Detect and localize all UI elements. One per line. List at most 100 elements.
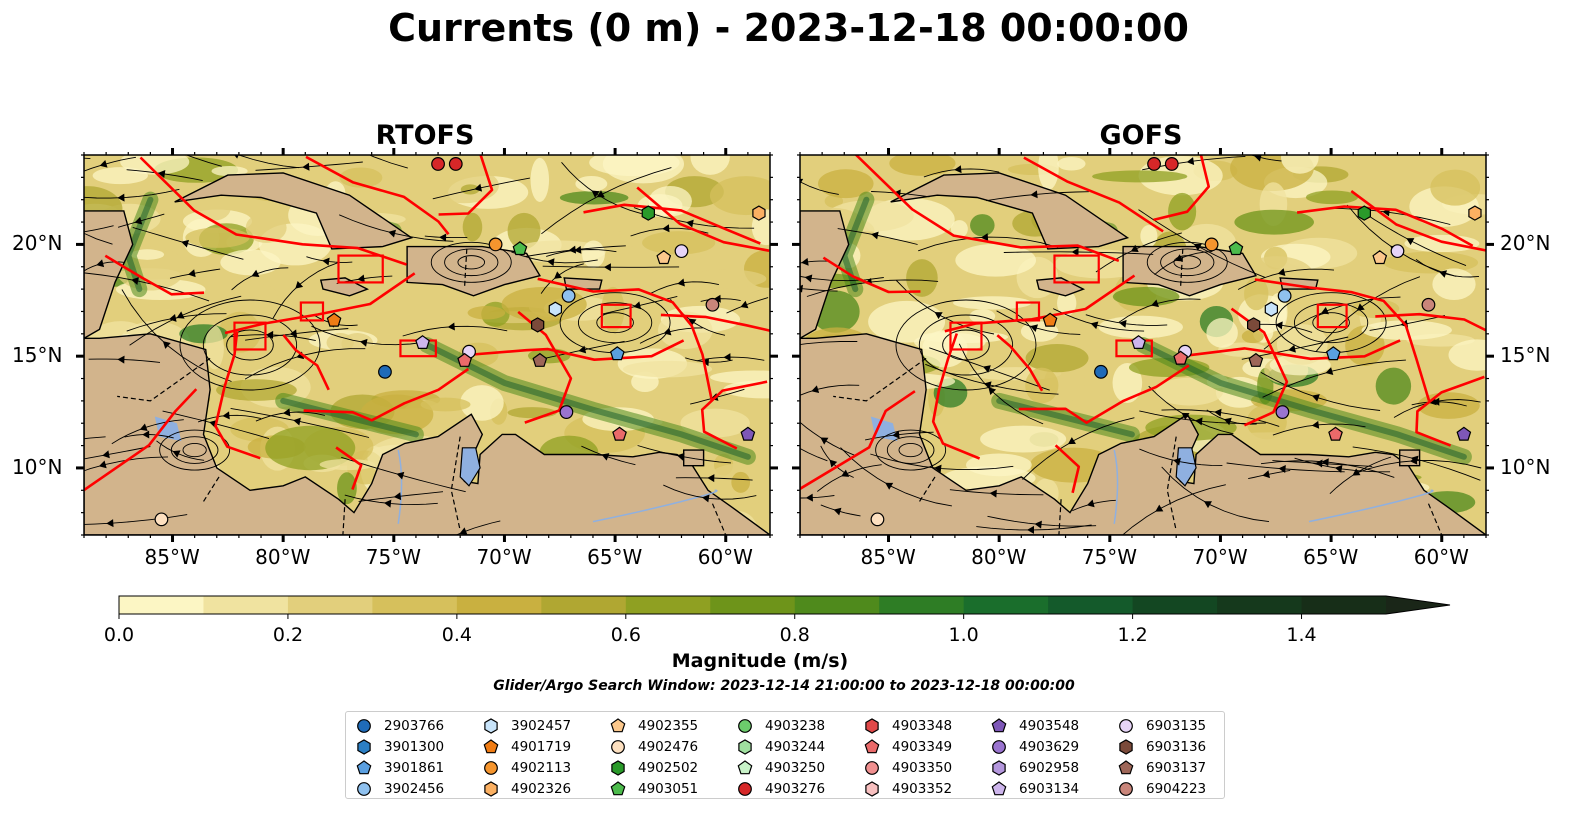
lon-tick-label: 75°W [1081,545,1138,569]
legend-item: 4903548 [991,715,1079,736]
legend-column: 4903548 4903629 6902958 6903134 [991,715,1079,799]
legend-marker-icon [611,739,625,754]
colorbar-tick-label: 1.4 [1286,624,1317,646]
legend-marker-icon [484,760,498,775]
float-marker [378,364,392,379]
legend-label: 4903250 [765,759,826,776]
lon-tick-label: 65°W [587,545,643,569]
land-mass [800,210,850,340]
rtofs-map [76,148,778,542]
legend-label: 4903629 [1019,738,1080,755]
float-legend: 2903766 3901300 3901861 3902456 3902457 49017… [345,711,1225,799]
lon-tick-label: 80°W [255,545,311,569]
lon-tick-label: 80°W [971,545,1027,569]
legend-label: 3901861 [384,759,445,776]
lat-tick-label: 10°N [12,454,63,479]
lat-tick-label: 10°N [1500,454,1551,479]
map-canvas [76,148,1494,542]
lon-tick-label: 70°W [476,545,532,569]
float-marker [1164,157,1179,171]
float-marker [870,512,885,527]
colorbar-tick-label: 1.0 [948,624,979,646]
float-marker [1357,205,1372,221]
float-marker [612,426,627,441]
legend-item: 3901300 [356,736,444,757]
lon-tick-label: 65°W [1303,545,1359,569]
legend-item: 4902113 [483,757,571,778]
colorbar-tick-label: 0.6 [610,624,641,646]
legend-marker-icon [991,780,1007,795]
float-marker [561,288,576,303]
float-marker [488,237,503,252]
legend-item: 4902476 [610,736,698,757]
legend-label: 2903766 [384,717,445,734]
land-mass [174,172,414,250]
float-marker [326,312,342,327]
float-marker [1042,312,1058,327]
float-marker [1328,426,1343,441]
float-marker [1275,405,1290,419]
legend-item: 4903276 [737,778,825,799]
legend-label: 4902476 [638,738,699,755]
legend-column: 4903348 4903349 4903350 4903352 [864,715,952,799]
legend-column: 2903766 3901300 3901861 3902456 [356,715,444,799]
float-marker [415,335,430,349]
land-mass [1035,277,1086,297]
legend-label: 4902355 [638,717,699,734]
legend-marker-icon [483,738,499,753]
current-streamlines [800,155,1482,535]
legend-item: 4903349 [864,736,952,757]
colorbar-label: Magnitude (m/s) [671,650,849,672]
panel-title-gofs: GOFS [1099,120,1183,151]
legend-item: 6902958 [991,757,1079,778]
figure-title: Currents (0 m) - 2023-12-18 00:00:00 [388,6,1189,50]
legend-label: 4903548 [1019,717,1080,734]
float-marker [705,297,720,312]
legend-marker-icon [738,738,752,755]
eez-boundaries [800,155,1486,494]
float-marker [1248,352,1264,367]
legend-marker-icon [737,759,753,774]
legend-item: 4903350 [864,757,952,778]
float-marker [559,405,574,419]
legend-label: 4902113 [511,759,572,776]
legend-item: 4903238 [737,715,825,736]
colorbar-tick-label: 0.4 [441,624,472,646]
legend-item: 4903051 [610,778,698,799]
colorbar-tick-label: 0.2 [272,624,304,646]
legend-label: 3902457 [511,717,572,734]
legend-item: 6903136 [1118,736,1206,757]
legend-label: 4902326 [511,780,572,797]
float-marker [431,157,445,171]
legend-item: 4903348 [864,715,952,736]
legend-marker-icon [865,717,879,734]
legend-marker-icon [1118,759,1134,774]
legend-column: 6903135 6903136 6903137 6904223 [1118,715,1206,799]
legend-item: 3901861 [356,757,444,778]
float-marker [609,346,625,361]
float-marker [1228,241,1244,256]
legend-label: 3901300 [384,738,445,755]
legend-label: 4901719 [511,738,572,755]
legend-marker-icon [1119,718,1133,733]
colorbar-tick-label: 0.0 [103,624,135,646]
legend-item: 4902502 [610,757,698,778]
legend-marker-icon [738,781,752,796]
legend-label: 4903238 [765,717,826,734]
land-mass [319,277,370,297]
legend-label: 4902502 [638,759,699,776]
float-marker [740,426,756,441]
legend-item: 4903244 [737,736,825,757]
float-marker [656,250,672,265]
legend-marker-icon [865,780,879,797]
legend-label: 4903349 [892,738,953,755]
lon-tick-label: 60°W [1413,545,1469,569]
legend-marker-icon [992,739,1006,754]
legend-marker-icon [357,781,371,796]
legend-marker-icon [484,717,498,734]
legend-label: 6903136 [1146,738,1207,755]
float-marker [1204,237,1219,252]
legend-label: 4903244 [765,738,826,755]
legend-label: 6903137 [1146,759,1207,776]
legend-marker-icon [611,759,625,776]
